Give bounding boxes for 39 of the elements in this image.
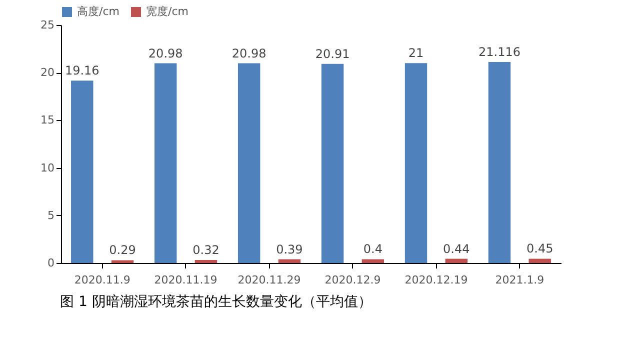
y-tick-label: 5 bbox=[48, 208, 54, 222]
data-label: 0.45 bbox=[526, 242, 554, 256]
bar bbox=[71, 80, 94, 263]
x-tick-label: 2020.12.9 bbox=[324, 274, 381, 286]
y-tick-label: 0 bbox=[48, 256, 54, 270]
bar bbox=[404, 63, 428, 263]
data-label: 0.39 bbox=[276, 242, 303, 256]
data-label: 0.4 bbox=[363, 242, 382, 256]
x-tick-label: 2020.12.19 bbox=[404, 274, 468, 286]
y-tick-label: 15 bbox=[40, 114, 54, 127]
x-tick-label: 2020.11.9 bbox=[74, 274, 130, 286]
legend-label: 高度/cm bbox=[77, 5, 120, 18]
y-tick-label: 20 bbox=[40, 66, 54, 80]
data-label: 0.32 bbox=[192, 242, 220, 257]
data-label: 21.116 bbox=[478, 44, 520, 59]
x-tick-label: 2020.11.29 bbox=[238, 274, 301, 286]
bar bbox=[528, 258, 551, 263]
data-label: 0.44 bbox=[443, 242, 470, 256]
y-tick-label: 10 bbox=[40, 161, 54, 174]
bar bbox=[445, 258, 468, 263]
legend-label: 宽度/cm bbox=[146, 5, 188, 18]
bar bbox=[278, 259, 301, 263]
x-tick-label: 2021.1.9 bbox=[495, 274, 544, 286]
data-label: 0.29 bbox=[109, 243, 136, 258]
bar bbox=[238, 63, 260, 263]
data-label: 20.98 bbox=[148, 46, 183, 60]
data-label: 20.91 bbox=[315, 46, 350, 61]
data-label: 19.16 bbox=[64, 64, 100, 78]
x-tick-label: 2020.11.19 bbox=[154, 274, 218, 286]
data-label: 20.98 bbox=[232, 46, 266, 60]
bar bbox=[362, 259, 384, 263]
bar bbox=[321, 64, 344, 263]
data-label: 21 bbox=[408, 46, 424, 60]
bar bbox=[154, 63, 177, 263]
bar bbox=[194, 260, 218, 263]
bar bbox=[488, 62, 511, 263]
bar bbox=[111, 260, 134, 263]
y-tick-label: 25 bbox=[40, 18, 54, 32]
caption: 图 1 阴暗潮湿环境茶苗的生长数量变化（平均值） bbox=[60, 294, 372, 310]
